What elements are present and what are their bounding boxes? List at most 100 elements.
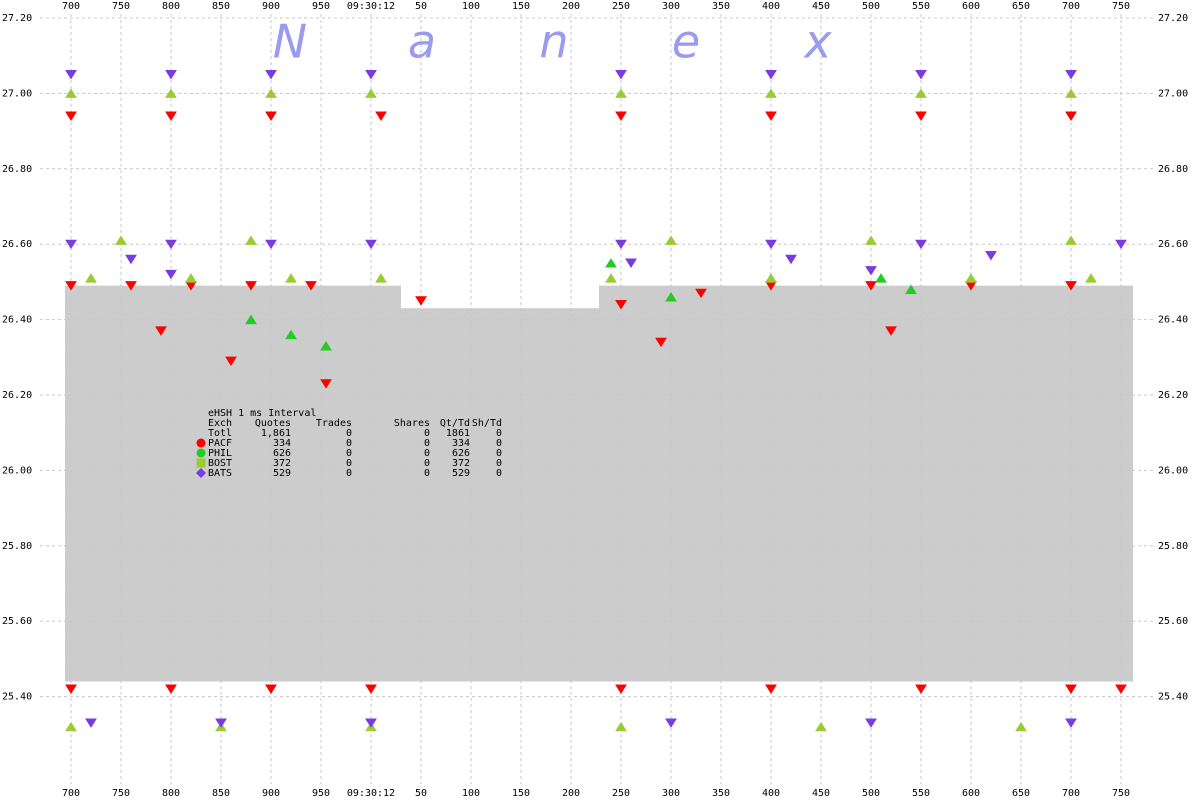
stats-cell: 0 bbox=[496, 428, 502, 439]
x-tick-label: 300 bbox=[662, 1, 680, 12]
x-tick-label: 400 bbox=[762, 788, 780, 799]
y-tick-label: 26.20 bbox=[1158, 390, 1188, 401]
quote-marker bbox=[1065, 684, 1077, 695]
quote-marker bbox=[365, 718, 377, 728]
quote-marker bbox=[765, 239, 777, 250]
y-tick-label: 26.80 bbox=[1158, 164, 1188, 175]
legend-label: BOST bbox=[208, 458, 232, 469]
x-tick-label: 950 bbox=[312, 1, 330, 12]
stats-cell: 0 bbox=[424, 438, 430, 449]
quote-marker bbox=[1065, 235, 1077, 245]
stats-header: Quotes bbox=[255, 418, 291, 429]
quote-marker bbox=[605, 273, 617, 283]
quote-marker bbox=[245, 235, 257, 245]
y-tick-label: 26.40 bbox=[2, 315, 32, 326]
stats-cell: 0 bbox=[424, 428, 430, 439]
quote-marker bbox=[765, 111, 777, 121]
stats-header: Trades bbox=[316, 418, 352, 429]
quote-marker bbox=[785, 254, 797, 265]
quote-marker bbox=[65, 281, 77, 291]
x-tick-label: 150 bbox=[512, 788, 530, 799]
quote-marker bbox=[415, 296, 427, 306]
quote-marker bbox=[165, 111, 177, 121]
x-tick-label: 850 bbox=[212, 788, 230, 799]
legend-label: PHIL bbox=[208, 448, 232, 459]
x-tick-label: 600 bbox=[962, 788, 980, 799]
quote-marker bbox=[1065, 111, 1077, 121]
x-tick-label: 650 bbox=[1012, 1, 1030, 12]
quote-marker bbox=[1115, 239, 1127, 250]
quote-marker bbox=[615, 88, 627, 98]
quote-marker bbox=[915, 111, 927, 121]
quote-marker bbox=[125, 281, 137, 291]
quote-marker bbox=[1065, 281, 1077, 291]
x-tick-label: 300 bbox=[662, 788, 680, 799]
quote-marker bbox=[85, 718, 97, 728]
x-tick-label: 500 bbox=[862, 1, 880, 12]
quote-marker bbox=[65, 684, 77, 695]
quote-marker bbox=[915, 88, 927, 98]
y-tick-label: 25.60 bbox=[1158, 616, 1188, 627]
y-tick-label: 27.20 bbox=[2, 13, 32, 24]
quote-marker bbox=[985, 251, 997, 261]
quote-marker bbox=[665, 235, 677, 245]
quote-marker bbox=[1015, 721, 1027, 732]
quote-marker bbox=[65, 70, 77, 80]
quote-marker bbox=[165, 70, 177, 80]
stats-title: eHSH 1 ms Interval bbox=[208, 408, 316, 419]
stats-cell: 0 bbox=[496, 448, 502, 459]
stats-cell: 0 bbox=[346, 468, 352, 479]
quote-marker bbox=[285, 329, 297, 340]
quote-marker bbox=[65, 721, 77, 732]
quote-marker bbox=[615, 684, 627, 695]
x-tick-label: 200 bbox=[562, 1, 580, 12]
x-tick-label: 500 bbox=[862, 788, 880, 799]
quote-marker bbox=[265, 70, 277, 80]
watermark-letter: x bbox=[802, 15, 832, 69]
y-tick-label: 25.40 bbox=[1158, 692, 1188, 703]
quote-marker bbox=[245, 281, 257, 291]
legend-marker bbox=[196, 458, 206, 468]
x-tick-label: 800 bbox=[162, 788, 180, 799]
quote-marker bbox=[615, 300, 627, 310]
quote-marker bbox=[885, 326, 897, 336]
x-tick-label: 250 bbox=[612, 1, 630, 12]
stats-cell: 0 bbox=[496, 458, 502, 469]
x-tick-label: 750 bbox=[1112, 788, 1130, 799]
quote-marker bbox=[375, 111, 387, 121]
x-tick-label: 250 bbox=[612, 788, 630, 799]
x-tick-label: 800 bbox=[162, 1, 180, 12]
quote-marker bbox=[320, 341, 332, 351]
quote-marker bbox=[625, 258, 637, 268]
quote-marker bbox=[965, 273, 977, 283]
stats-cell: 372 bbox=[273, 458, 291, 469]
y-tick-label: 25.80 bbox=[1158, 541, 1188, 552]
stats-header: Exch bbox=[208, 418, 232, 429]
x-tick-label: 600 bbox=[962, 1, 980, 12]
quote-marker bbox=[765, 273, 777, 283]
stats-cell: 0 bbox=[346, 448, 352, 459]
quote-marker bbox=[865, 266, 877, 276]
stats-row-label: Totl bbox=[208, 428, 232, 439]
quote-marker bbox=[245, 314, 257, 325]
quote-marker bbox=[265, 88, 277, 98]
stats-cell: 626 bbox=[452, 448, 470, 459]
quote-marker bbox=[65, 88, 77, 98]
quote-marker bbox=[265, 111, 277, 121]
legend-marker bbox=[196, 448, 206, 458]
x-tick-label: 700 bbox=[62, 788, 80, 799]
x-tick-label: 750 bbox=[112, 1, 130, 12]
stats-header: Qt/Td bbox=[440, 418, 470, 429]
legend-label: BATS bbox=[208, 468, 232, 479]
quote-marker bbox=[165, 269, 177, 280]
x-tick-label: 950 bbox=[312, 788, 330, 799]
quote-marker bbox=[215, 718, 227, 728]
stats-cell: 1861 bbox=[446, 428, 470, 439]
quote-marker bbox=[65, 111, 77, 121]
quote-marker bbox=[225, 356, 237, 367]
quote-marker bbox=[365, 239, 377, 250]
stats-cell: 529 bbox=[452, 468, 470, 479]
quote-marker bbox=[655, 337, 667, 348]
y-tick-label: 25.40 bbox=[2, 692, 32, 703]
